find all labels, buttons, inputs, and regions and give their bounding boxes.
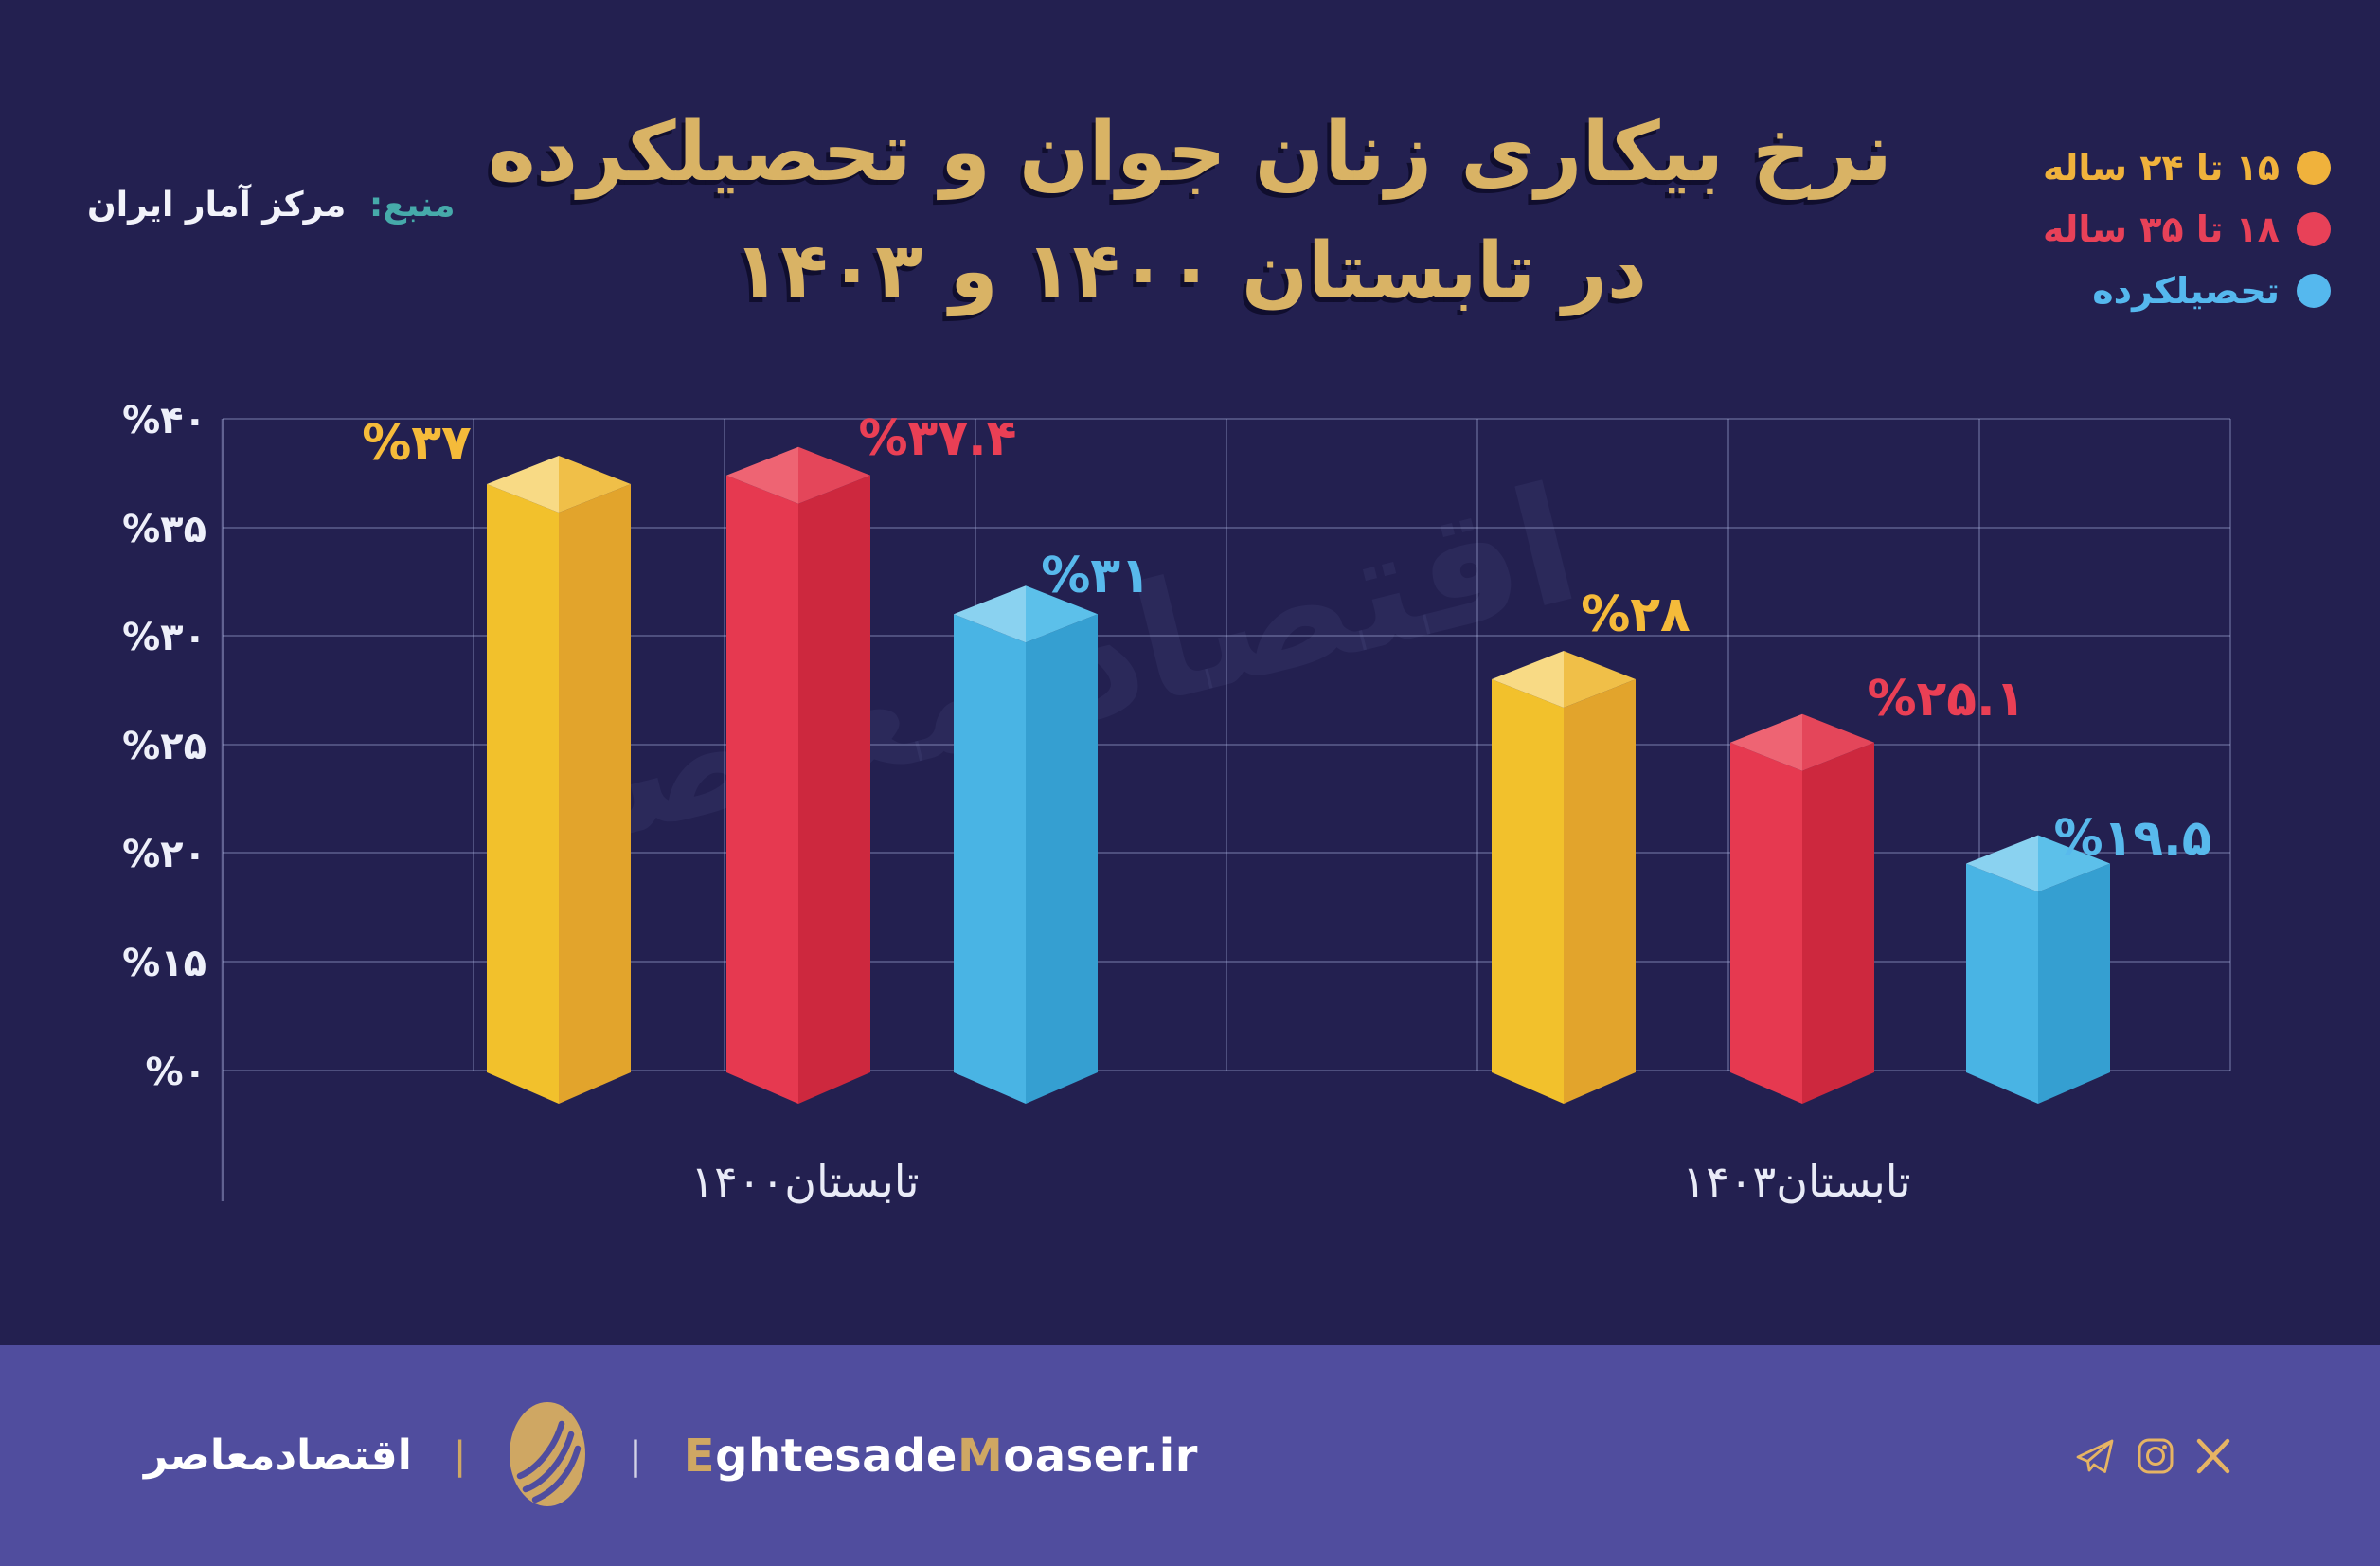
bar-right-face [1026, 614, 1098, 1104]
bar-top-right-facet [1802, 713, 1874, 771]
bar-top-left-facet [1966, 835, 2038, 892]
legend-label: تحصیلکرده [2092, 270, 2280, 312]
legend-dot [2297, 151, 2331, 185]
telegram-icon[interactable] [2072, 1436, 2118, 1476]
bar-left-face [487, 484, 559, 1104]
legend-dot [2297, 212, 2331, 246]
bar-top-right-facet [2038, 835, 2110, 892]
x-category-label: تابستان۱۴۰۳ [1682, 1156, 1910, 1207]
legend-item-15-24: ۱۵ تا ۲۴ ساله [2043, 147, 2331, 189]
bar-right-face [559, 484, 631, 1104]
bar-value-label: %۱۹.۵ [2053, 810, 2211, 867]
y-tick-label: %۴۰ [122, 399, 206, 442]
bar-top-left-facet [1492, 651, 1564, 708]
bar-top-right-facet [1026, 585, 1098, 643]
y-tick-label: %۲۰ [122, 833, 206, 876]
source-note: منبع: مرکز آمار ایران [87, 186, 456, 225]
social-links [2072, 1345, 2233, 1566]
bar-top-right-facet [559, 456, 631, 513]
footer-bar: اقتصادمعاصر | | EghtesadeMoaser.ir [0, 1345, 2380, 1566]
legend-dot [2297, 274, 2331, 308]
y-tick-label: %۳۰ [122, 616, 206, 659]
y-tick-label: %۳۵ [122, 508, 206, 551]
site-url[interactable]: EghtesadeMoaser.ir [683, 1429, 1198, 1483]
bar-top-right-facet [1564, 651, 1636, 708]
chart-title-line2: در تابستان ۱۴۰۰ و ۱۴۰۳ [733, 226, 1647, 316]
legend-item-18-35: ۱۸ تا ۳۵ ساله [2043, 208, 2331, 250]
x-category-label: تابستان۱۴۰۰ [690, 1156, 919, 1207]
chart-title-line1: نرخ بیکاری زنان جوان و تحصیلکرده [488, 105, 1892, 200]
bar-right-face [1802, 742, 1874, 1104]
legend-label: ۱۵ تا ۲۴ ساله [2043, 147, 2280, 189]
bar-left-face [1730, 742, 1802, 1104]
source-value: مرکز آمار ایران [87, 186, 347, 225]
bar-left-face [1492, 679, 1564, 1104]
chart-title: نرخ بیکاری زنان جوان و تحصیلکرده در تابس… [0, 112, 2380, 311]
footer-divider: | [629, 1433, 642, 1478]
bar-top-right-facet [798, 446, 870, 504]
legend-item-educated: تحصیلکرده [2043, 270, 2331, 312]
brand-logo-icon [508, 1400, 587, 1512]
x-icon[interactable] [2193, 1436, 2233, 1476]
footer-divider: | [453, 1433, 467, 1478]
bar-right-face [798, 475, 870, 1104]
bar-value-label: %۳۱ [1041, 548, 1151, 604]
footer-branding: اقتصادمعاصر | | EghtesadeMoaser.ir [0, 1400, 1198, 1512]
y-tick-label: %۰ [146, 1051, 207, 1094]
bar-left-face [954, 614, 1026, 1104]
bar-left-face [726, 475, 798, 1104]
y-tick-label: %۱۵ [122, 942, 206, 985]
bar-value-label: %۳۷.۴ [858, 410, 1016, 467]
bar-right-face [2038, 863, 2110, 1104]
bar-left-face [1966, 863, 2038, 1104]
legend: ۱۵ تا ۲۴ ساله ۱۸ تا ۳۵ ساله تحصیلکرده [2043, 147, 2331, 333]
instagram-icon[interactable] [2135, 1436, 2176, 1476]
legend-label: ۱۸ تا ۳۵ ساله [2043, 208, 2280, 250]
bar-top-left-facet [726, 446, 798, 504]
bar-top-left-facet [487, 456, 559, 513]
bar-right-face [1564, 679, 1636, 1104]
bar-top-left-facet [1730, 713, 1802, 771]
source-label: منبع: [368, 186, 456, 225]
bar-value-label: %۲۸ [1581, 586, 1691, 643]
bar-value-label: %۳۷ [362, 415, 472, 472]
brand-name-farsi: اقتصادمعاصر [144, 1431, 412, 1480]
bar-top-left-facet [954, 585, 1026, 643]
y-tick-label: %۲۵ [122, 725, 206, 768]
bar-value-label: %۲۵.۱ [1867, 671, 2025, 728]
